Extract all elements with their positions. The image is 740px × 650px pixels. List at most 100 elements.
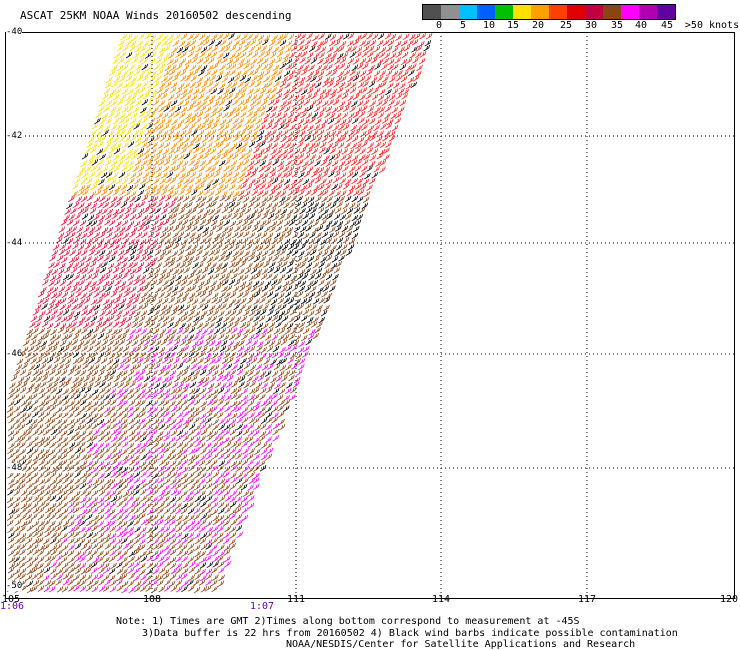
wind-barb xyxy=(332,64,340,72)
wind-barb xyxy=(246,51,253,58)
wind-barb xyxy=(199,87,206,94)
wind-barb xyxy=(187,33,194,41)
wind-barb xyxy=(233,40,240,47)
wind-barb xyxy=(236,62,244,70)
wind-barb xyxy=(189,39,197,47)
legend-swatch xyxy=(423,5,441,19)
wind-barb xyxy=(373,45,381,53)
wind-barb xyxy=(248,81,255,88)
wind-barb xyxy=(179,69,187,77)
wind-barb xyxy=(399,63,407,71)
wind-barb xyxy=(237,81,244,88)
wind-barb xyxy=(126,70,134,77)
wind-barb xyxy=(115,70,122,77)
wind-barb xyxy=(187,50,195,58)
wind-barb xyxy=(155,57,163,64)
wind-barb xyxy=(378,51,386,59)
legend-swatch xyxy=(603,5,621,19)
wind-barb xyxy=(299,57,306,64)
lon-label: 114 xyxy=(431,594,451,605)
wind-barb xyxy=(120,33,127,41)
wind-barbs-layer xyxy=(6,32,433,594)
wind-barb xyxy=(268,39,276,47)
wind-barb xyxy=(351,64,359,71)
wind-barb xyxy=(202,39,210,46)
wind-barb xyxy=(407,39,414,47)
wind-barb xyxy=(197,40,204,47)
wind-barb xyxy=(294,70,301,77)
wind-barb xyxy=(272,46,279,54)
wind-barb xyxy=(167,58,174,65)
wind-barb xyxy=(125,75,133,82)
wind-barb xyxy=(291,39,298,47)
wind-barb xyxy=(393,82,400,89)
wind-barb xyxy=(125,51,133,59)
wind-barb xyxy=(151,45,159,52)
wind-barb xyxy=(317,70,325,77)
wind-barb xyxy=(206,64,214,72)
wind-barb xyxy=(172,40,180,47)
wind-barb xyxy=(300,51,308,58)
legend-swatch xyxy=(441,5,459,19)
wind-barb xyxy=(190,75,197,82)
wind-barb xyxy=(158,46,166,54)
wind-barb xyxy=(352,39,360,46)
wind-barb xyxy=(314,45,322,53)
wind-barb xyxy=(141,74,149,82)
wind-barb xyxy=(395,51,403,58)
wind-barb xyxy=(221,57,228,64)
wind-barb xyxy=(154,75,161,83)
wind-barb xyxy=(328,40,336,47)
wind-barb xyxy=(356,63,364,70)
wind-barb xyxy=(200,46,208,53)
wind-barb xyxy=(379,70,386,77)
wind-barb xyxy=(352,75,360,82)
wind-barb xyxy=(350,45,357,53)
note-line-3: NOAA/NESDIS/Center for Satellite Applica… xyxy=(286,639,636,650)
wind-barb xyxy=(382,75,389,83)
wind-barb xyxy=(209,74,216,82)
lon-label: 117 xyxy=(577,594,597,605)
wind-barb xyxy=(408,69,415,76)
wind-barb xyxy=(226,58,234,65)
lat-label: -46 xyxy=(6,349,23,359)
wind-barb xyxy=(298,76,306,84)
wind-barb xyxy=(136,40,143,48)
wind-barb xyxy=(179,75,187,82)
wind-barb xyxy=(210,88,218,95)
wind-barb xyxy=(315,64,323,72)
wind-barb xyxy=(207,57,215,64)
wind-barb xyxy=(395,34,402,41)
wind-barb xyxy=(255,63,263,71)
wind-speed-color-legend xyxy=(422,4,676,20)
wind-barb xyxy=(105,76,113,84)
wind-barb xyxy=(220,39,227,46)
wind-barb xyxy=(172,74,179,82)
wind-barb xyxy=(266,64,273,71)
legend-label: >50 knots xyxy=(684,20,740,31)
wind-barb xyxy=(222,33,230,40)
wind-barb xyxy=(326,46,334,53)
wind-barb xyxy=(402,70,409,77)
wind-barb xyxy=(425,32,433,40)
wind-barb xyxy=(311,40,318,48)
wind-barb xyxy=(308,82,316,89)
wind-barb xyxy=(297,81,304,88)
wind-barb xyxy=(274,75,282,82)
wind-barb xyxy=(275,56,283,64)
wind-barb xyxy=(164,64,172,72)
wind-barb xyxy=(385,69,393,77)
wind-barb xyxy=(342,33,350,40)
wind-barb xyxy=(217,52,224,60)
wind-barb xyxy=(418,40,425,48)
wind-barb xyxy=(153,63,160,71)
wind-barb xyxy=(413,33,421,40)
wind-barb xyxy=(256,75,264,82)
wind-barb xyxy=(200,64,208,72)
wind-barb xyxy=(192,69,199,76)
wind-barb xyxy=(128,45,136,52)
wind-barb xyxy=(360,32,367,40)
legend-swatch xyxy=(585,5,603,19)
wind-barb xyxy=(201,81,208,88)
wind-barb xyxy=(333,46,340,53)
